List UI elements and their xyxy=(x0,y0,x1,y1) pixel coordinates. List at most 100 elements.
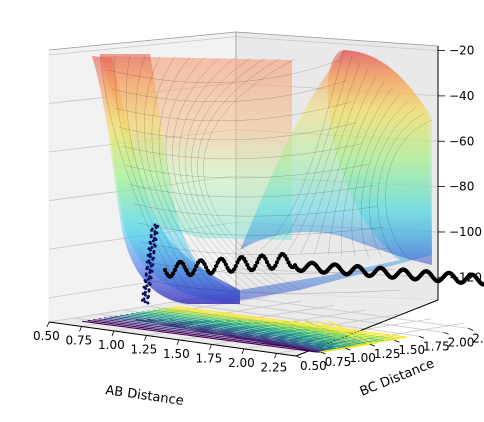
mesh-line-b2 xyxy=(115,101,351,122)
mesh-line-c2 xyxy=(287,62,361,252)
trajectory-point-122 xyxy=(264,259,270,265)
x-tick-label-7: 2.25 xyxy=(261,360,288,374)
x-tick-label-1: 0.75 xyxy=(66,333,93,347)
x-tick-mark-4 xyxy=(176,339,180,346)
trajectory-point-26 xyxy=(151,257,155,261)
z-tick-label-4: −100 xyxy=(449,225,482,239)
mesh-line-c9 xyxy=(369,107,417,259)
trajectory-point-31 xyxy=(149,264,153,268)
trajectory-point-45 xyxy=(148,283,152,286)
y-grid-line-7 xyxy=(221,293,469,329)
mesh-line-a0 xyxy=(99,54,181,291)
trajectory-point-53 xyxy=(143,293,147,297)
y-tick-label-6: 2.00 xyxy=(448,335,475,349)
trajectory-point-22 xyxy=(148,252,152,256)
trajectory-point-66 xyxy=(172,267,177,273)
trajectory-point-77 xyxy=(190,270,196,276)
trajectory-point-128 xyxy=(274,260,279,265)
x-tick-mark-6 xyxy=(241,348,245,354)
contour-line-17 xyxy=(174,305,407,353)
trajectory-point-79 xyxy=(194,264,199,269)
y-tick-label-5: 1.75 xyxy=(423,339,450,353)
trajectory-point-19 xyxy=(149,248,152,252)
y-grid-line-5 xyxy=(171,301,420,337)
trajectory-point-23 xyxy=(146,253,150,257)
trajectory-point-36 xyxy=(148,271,152,275)
y-tick-mark-3 xyxy=(369,343,375,347)
mesh-line-a3 xyxy=(135,55,208,291)
trajectory-point-5 xyxy=(153,230,157,234)
mesh-line-b8 xyxy=(137,222,384,236)
mesh-line-b3 xyxy=(118,122,357,141)
trajectory-point-6 xyxy=(155,231,159,235)
mesh-line-c8 xyxy=(360,100,409,258)
trajectory-point-4 xyxy=(150,228,154,232)
trajectory-point-399 xyxy=(481,282,484,287)
trajectory-point-7 xyxy=(153,232,157,236)
x-tick-label-0: 0.50 xyxy=(33,329,60,343)
trajectory-point-121 xyxy=(263,256,268,261)
y-tick-mark-2 xyxy=(345,347,351,351)
y-tick-label-0: 0.50 xyxy=(300,359,327,373)
trajectory-point-2 xyxy=(154,226,158,230)
mesh-line-b0 xyxy=(107,59,341,84)
z-tick-label-2: −60 xyxy=(449,134,474,148)
x-tick-mark-5 xyxy=(209,344,212,350)
trajectory-point-48 xyxy=(144,287,148,290)
trajectory-point-29 xyxy=(148,261,152,265)
x-tick-label-6: 2.00 xyxy=(228,356,255,370)
mesh-line-b9 xyxy=(140,241,390,255)
trajectory-point-34 xyxy=(148,268,152,272)
trajectory-point-116 xyxy=(255,260,260,265)
trajectory-point-14 xyxy=(149,242,153,245)
mesh-line-b4 xyxy=(122,143,362,160)
trajectory-point-35 xyxy=(150,269,154,273)
trajectory-point-21 xyxy=(152,251,156,255)
trajectory-point-51 xyxy=(143,290,147,294)
trajectory-point-127 xyxy=(273,263,278,268)
mesh-line-c5 xyxy=(327,81,385,255)
y-axis-ticks: 0.500.751.001.251.501.752.002.25 xyxy=(295,327,484,373)
surface-left-wall xyxy=(92,56,240,304)
mesh-line-c1 xyxy=(273,56,353,252)
trajectory-point-104 xyxy=(235,260,240,265)
y-tick-mark-0 xyxy=(295,355,302,359)
x-tick-label-5: 1.75 xyxy=(196,351,223,365)
mesh-line-c4 xyxy=(314,75,377,254)
mesh-line-b10 xyxy=(144,260,395,275)
y-tick-label-1: 0.75 xyxy=(325,355,352,369)
y-tick-mark-6 xyxy=(443,331,449,335)
mesh-line-b11 xyxy=(147,279,401,294)
trajectory-point-110 xyxy=(245,262,250,267)
trajectory-point-9 xyxy=(149,235,153,239)
x-axis-ticks: 0.50 0.75 1.00 1.25 1.50 1.75 2.00 2.25 xyxy=(33,321,288,374)
trajectory-point-16 xyxy=(153,244,157,248)
y-tick-label-4: 1.50 xyxy=(398,343,425,357)
z-tick-label-0: −20 xyxy=(449,44,474,58)
trajectory-point-41 xyxy=(146,277,150,281)
x-axis-label: AB Distance xyxy=(104,383,184,409)
trajectory-point-55 xyxy=(146,296,150,300)
trajectory-point-109 xyxy=(243,259,248,264)
x-tick-label-4: 1.50 xyxy=(163,347,190,361)
x-tick-mark-3 xyxy=(144,335,147,341)
trajectory-path xyxy=(140,223,484,305)
trajectory-point-91 xyxy=(213,264,219,269)
y-tick-mark-4 xyxy=(394,339,400,343)
trajectory-point-50 xyxy=(147,289,151,293)
trajectory-point-115 xyxy=(253,263,258,268)
x-tick-mark-7 xyxy=(274,353,277,359)
trajectory-point-43 xyxy=(144,280,148,284)
trajectory-point-11 xyxy=(154,238,158,241)
x-tick-mark-2 xyxy=(111,330,115,337)
trajectory-point-96 xyxy=(222,259,227,264)
trajectory-point-33 xyxy=(145,267,149,271)
trajectory-point-24 xyxy=(148,255,152,259)
energy-surface xyxy=(92,49,433,304)
trajectory-point-38 xyxy=(144,273,148,277)
trajectory-point-60 xyxy=(162,267,168,273)
contour-plot xyxy=(82,305,407,353)
y-tick-mark-1 xyxy=(320,351,326,355)
trajectory-point-134 xyxy=(284,256,289,262)
trajectory-point-59 xyxy=(146,301,150,305)
